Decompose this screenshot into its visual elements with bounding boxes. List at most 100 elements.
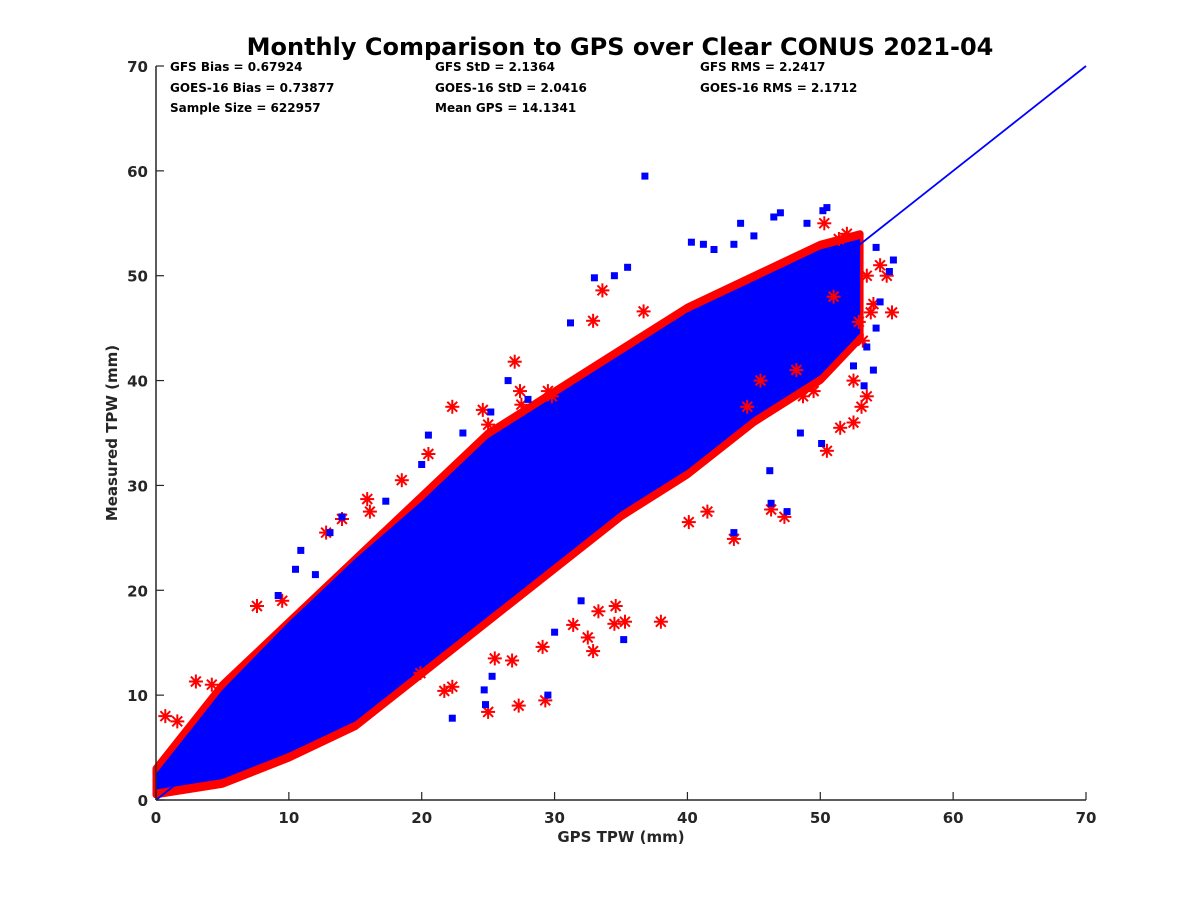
stat-mean-gps: Mean GPS = 14.1341 xyxy=(435,101,576,115)
goes-point xyxy=(487,408,495,416)
gfs-point xyxy=(158,709,173,724)
gfs-point xyxy=(817,216,832,231)
y-tick-label: 0 xyxy=(138,792,148,810)
gfs-point xyxy=(580,630,595,645)
goes-point xyxy=(699,240,707,248)
goes-point xyxy=(620,636,628,644)
goes-point xyxy=(577,597,585,605)
goes-point xyxy=(803,219,811,227)
gfs-point xyxy=(753,373,768,388)
goes-point xyxy=(876,298,884,306)
goes-point xyxy=(488,672,496,680)
x-tick-label: 10 xyxy=(278,809,299,827)
goes-point xyxy=(823,204,831,212)
goes-point xyxy=(326,529,334,537)
gfs-point xyxy=(854,399,869,414)
point-cloud-goes-16 xyxy=(156,239,861,790)
goes-point xyxy=(766,467,774,475)
gfs-point xyxy=(487,651,502,666)
goes-point xyxy=(850,362,857,370)
gfs-point xyxy=(607,616,622,631)
goes-point xyxy=(710,246,718,253)
gfs-point xyxy=(445,399,460,414)
goes-point xyxy=(737,219,745,227)
x-tick-label: 40 xyxy=(677,809,698,827)
gfs-point xyxy=(653,614,668,629)
gfs-point xyxy=(421,447,436,461)
y-tick-label: 30 xyxy=(127,477,148,495)
goes-point xyxy=(274,592,282,599)
gfs-point xyxy=(789,363,804,378)
gfs-point xyxy=(566,617,581,632)
y-tick-label: 20 xyxy=(127,582,148,600)
gfs-point xyxy=(170,714,185,729)
x-tick-label: 30 xyxy=(544,809,565,827)
stat-goes-bias: GOES-16 Bias = 0.73877 xyxy=(170,81,334,95)
gfs-point xyxy=(831,232,846,246)
goes-point xyxy=(524,395,532,403)
reference-line-layer xyxy=(155,65,1087,801)
point-clouds xyxy=(152,230,864,799)
gfs-point xyxy=(511,698,526,713)
goes-point xyxy=(482,701,489,709)
gfs-point xyxy=(586,644,601,659)
goes-point xyxy=(885,268,893,275)
gfs-point xyxy=(507,354,522,369)
goes-point xyxy=(610,272,618,280)
gfs-point xyxy=(839,226,854,241)
gfs-point xyxy=(535,639,550,654)
gfs-point xyxy=(826,289,841,304)
y-tick-label: 60 xyxy=(127,163,148,181)
gfs-point xyxy=(481,417,496,432)
x-ticks: 0 10 20 30 40 50 60 70 xyxy=(151,792,1096,827)
gfs-point xyxy=(796,389,810,404)
goes-point xyxy=(872,324,880,332)
stat-gfs-bias: GFS Bias = 0.67924 xyxy=(170,60,302,74)
goes-point xyxy=(767,499,775,507)
gfs-point xyxy=(618,614,632,629)
gfs-point xyxy=(851,314,866,329)
goes-point xyxy=(889,256,897,264)
gfs-point xyxy=(591,604,606,619)
gfs-point xyxy=(636,304,651,319)
gfs-point xyxy=(544,389,559,404)
y-tick-label: 50 xyxy=(127,268,148,286)
goes-point xyxy=(863,343,871,351)
y-tick-label: 40 xyxy=(127,373,148,391)
x-axis-label: GPS TPW (mm) xyxy=(557,828,684,846)
gfs-point xyxy=(819,443,834,458)
gfs-point xyxy=(846,373,861,388)
stat-gfs-rms: GFS RMS = 2.2417 xyxy=(700,60,825,74)
gfs-point xyxy=(681,515,696,530)
gfs-point xyxy=(362,504,377,519)
gfs-point xyxy=(740,399,755,414)
goes-point xyxy=(590,274,598,282)
goes-point xyxy=(418,461,426,468)
gfs-point xyxy=(885,305,899,320)
goes-point xyxy=(297,546,305,554)
x-tick-label: 0 xyxy=(151,809,161,827)
goes-point xyxy=(869,366,877,374)
goes-point xyxy=(371,649,379,657)
goes-point xyxy=(641,172,649,180)
gfs-point xyxy=(806,384,821,399)
goes-point xyxy=(687,238,695,246)
goes-point xyxy=(860,382,868,390)
goes-point xyxy=(459,429,467,437)
stat-goes-std: GOES-16 StD = 2.0416 xyxy=(435,81,587,95)
goes-point xyxy=(819,207,827,215)
gfs-point xyxy=(394,473,409,488)
gfs-point xyxy=(608,599,623,613)
gfs-point xyxy=(413,666,428,681)
goes-point xyxy=(796,429,804,437)
x-tick-label: 60 xyxy=(943,809,964,827)
goes-point xyxy=(325,597,333,605)
goes-point xyxy=(750,232,758,240)
goes-point xyxy=(411,634,419,641)
goes-point xyxy=(385,628,392,636)
gfs-point xyxy=(873,258,888,273)
stat-goes-rms: GOES-16 RMS = 2.1712 xyxy=(700,81,857,95)
gfs-point xyxy=(437,683,452,698)
gfs-point xyxy=(859,268,874,283)
